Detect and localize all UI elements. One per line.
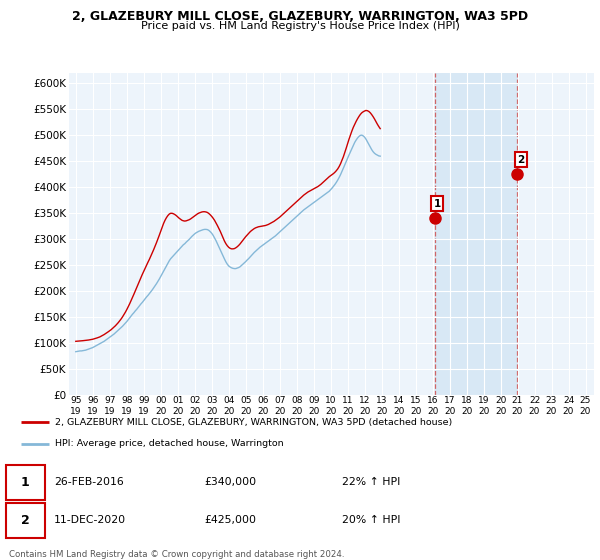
- Text: HPI: Average price, detached house, Warrington: HPI: Average price, detached house, Warr…: [55, 439, 284, 448]
- Text: 1: 1: [21, 475, 29, 489]
- Text: 22% ↑ HPI: 22% ↑ HPI: [342, 477, 400, 487]
- Text: Contains HM Land Registry data © Crown copyright and database right 2024.
This d: Contains HM Land Registry data © Crown c…: [9, 550, 344, 560]
- Text: 2: 2: [517, 155, 524, 165]
- Text: 2: 2: [21, 514, 29, 527]
- Text: 2, GLAZEBURY MILL CLOSE, GLAZEBURY, WARRINGTON, WA3 5PD (detached house): 2, GLAZEBURY MILL CLOSE, GLAZEBURY, WARR…: [55, 418, 452, 427]
- Text: 11-DEC-2020: 11-DEC-2020: [54, 515, 126, 525]
- Text: £340,000: £340,000: [204, 477, 256, 487]
- Bar: [434, 73, 517, 395]
- Text: 1: 1: [434, 199, 441, 209]
- Text: 26-FEB-2016: 26-FEB-2016: [54, 477, 124, 487]
- Text: 2, GLAZEBURY MILL CLOSE, GLAZEBURY, WARRINGTON, WA3 5PD: 2, GLAZEBURY MILL CLOSE, GLAZEBURY, WARR…: [72, 10, 528, 22]
- Text: Price paid vs. HM Land Registry's House Price Index (HPI): Price paid vs. HM Land Registry's House …: [140, 21, 460, 31]
- Text: 20% ↑ HPI: 20% ↑ HPI: [342, 515, 401, 525]
- Text: £425,000: £425,000: [204, 515, 256, 525]
